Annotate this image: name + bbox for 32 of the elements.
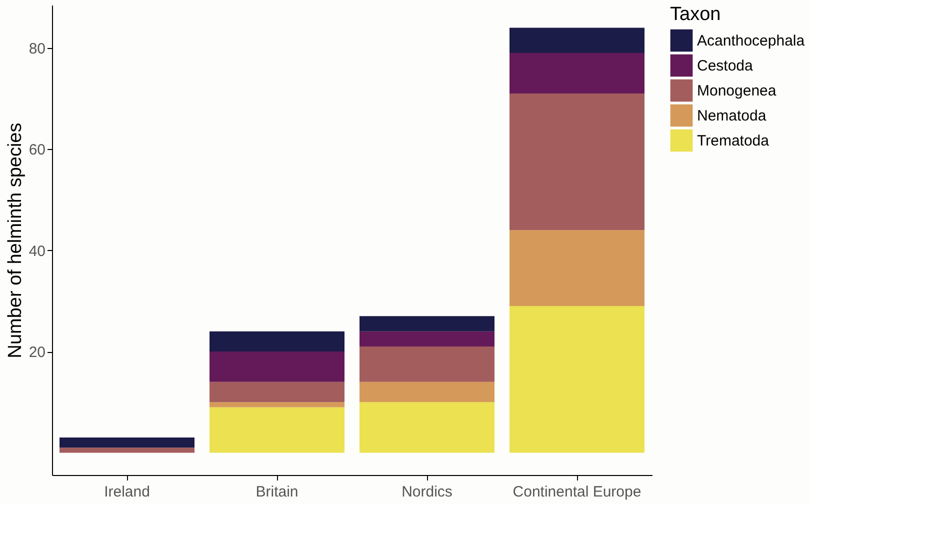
legend-label: Nematoda	[697, 108, 767, 124]
bar	[360, 316, 494, 332]
bar	[510, 53, 644, 94]
x-tick-label: Continental Europe	[512, 484, 642, 500]
bar	[60, 438, 194, 448]
bar	[360, 331, 494, 346]
bar	[210, 407, 344, 453]
legend-label: Cestoda	[697, 58, 754, 74]
x-tick-label: Nordics	[402, 484, 452, 500]
bar	[360, 382, 494, 402]
bar	[210, 352, 344, 382]
x-tick-label: Britain	[256, 484, 298, 500]
legend-label: Trematoda	[697, 132, 770, 150]
bar	[60, 448, 194, 453]
bar	[360, 346, 494, 382]
legend-label: Acanthocephala	[697, 32, 806, 50]
bar	[210, 382, 344, 402]
bar	[360, 402, 494, 453]
bar	[510, 230, 644, 306]
legend-title: Taxon	[670, 4, 721, 25]
bar	[510, 94, 644, 230]
bar	[510, 28, 644, 54]
y-tick-label: 20	[28, 344, 46, 362]
bar	[510, 306, 644, 453]
bar	[210, 331, 344, 352]
y-tick-label: 60	[28, 142, 46, 159]
y-tick-label: 80	[28, 40, 46, 58]
bar	[210, 402, 344, 408]
y-axis-title: Number of helminth species	[4, 122, 26, 358]
y-tick-label: 40	[28, 242, 46, 260]
x-tick-label: Ireland	[104, 484, 150, 500]
legend-label: Monogenea	[697, 82, 777, 100]
